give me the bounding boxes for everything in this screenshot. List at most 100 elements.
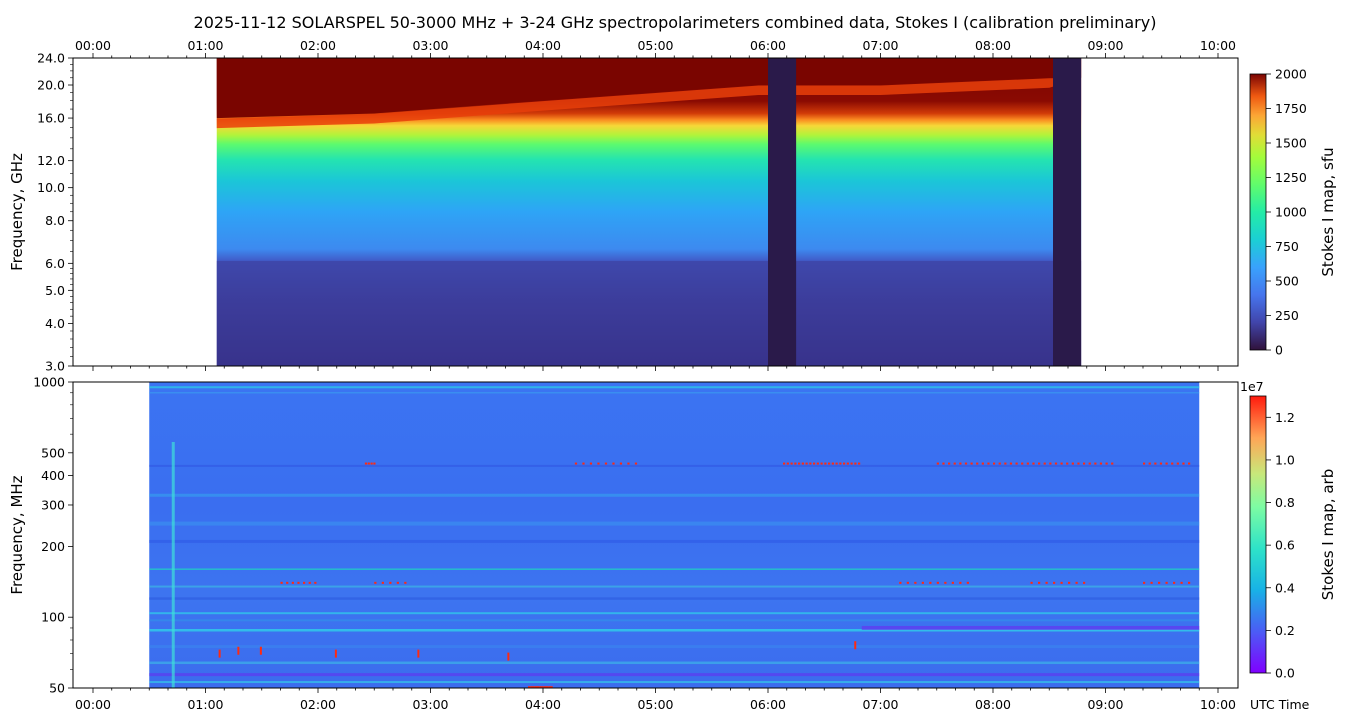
colorbar-tick-label: 250 bbox=[1275, 308, 1299, 323]
x-tick-label: 09:00 bbox=[1087, 697, 1123, 712]
rfi-dot bbox=[1053, 581, 1056, 584]
rfi-dot bbox=[550, 686, 553, 688]
top-panel: 00:00 01:00 02:00 03:00 04:00 05:00 06:00 07:00… bbox=[8, 38, 1337, 374]
rfi-dot bbox=[987, 462, 990, 465]
rfi-dot bbox=[1045, 581, 1048, 584]
bottom-band bbox=[149, 619, 1200, 622]
rfi-dot bbox=[541, 686, 544, 688]
top-x-ticks-upper: 00:00 01:00 02:00 03:00 04:00 05:00 06:00 07:00… bbox=[75, 38, 1236, 58]
rfi-dot bbox=[1075, 581, 1078, 584]
colorbar-tick-label: 0.8 bbox=[1275, 495, 1295, 510]
rfi-dot bbox=[1088, 462, 1091, 465]
rfi-dot bbox=[1060, 462, 1063, 465]
rfi-dot bbox=[314, 581, 317, 584]
x-tick-label: 03:00 bbox=[412, 697, 448, 712]
rfi-dot bbox=[1071, 462, 1074, 465]
x-tick-label: 10:00 bbox=[1200, 38, 1236, 53]
bottom-band bbox=[149, 597, 1200, 600]
rfi-dot bbox=[627, 462, 630, 465]
top-data-gap bbox=[768, 58, 797, 366]
y-tick-label: 300 bbox=[41, 497, 65, 512]
utc-time-label: UTC Time bbox=[1250, 697, 1310, 712]
y-tick-label: 12.0 bbox=[37, 153, 65, 168]
colorbar-tick-label: 1750 bbox=[1275, 101, 1307, 116]
rfi-dot bbox=[921, 581, 924, 584]
y-tick-label: 16.0 bbox=[37, 111, 65, 126]
rfi-spike bbox=[218, 649, 221, 658]
bottom-band bbox=[149, 673, 1200, 677]
bottom-spectrum-fill bbox=[149, 382, 1200, 688]
bottom-band bbox=[149, 585, 1200, 588]
rfi-dot bbox=[396, 581, 399, 584]
rfi-dot bbox=[828, 462, 831, 465]
rfi-dot bbox=[976, 462, 979, 465]
x-tick-label: 00:00 bbox=[75, 38, 111, 53]
y-tick-label: 100 bbox=[41, 610, 65, 625]
rfi-dot bbox=[370, 462, 373, 465]
rfi-dot bbox=[543, 686, 546, 688]
rfi-dot bbox=[612, 462, 615, 465]
colorbar-tick-label: 1.0 bbox=[1275, 452, 1295, 467]
rfi-dot bbox=[404, 581, 407, 584]
rfi-dot bbox=[953, 462, 956, 465]
rfi-dot bbox=[1188, 462, 1191, 465]
colorbar-gradient bbox=[1249, 395, 1267, 674]
rfi-dot bbox=[1021, 462, 1024, 465]
rfi-dot bbox=[942, 462, 945, 465]
rfi-dot bbox=[308, 581, 311, 584]
bottom-onset-column bbox=[171, 442, 175, 688]
rfi-dot bbox=[1009, 462, 1013, 465]
rfi-dot bbox=[959, 581, 962, 584]
rfi-dot bbox=[373, 462, 376, 465]
y-tick-label: 5.0 bbox=[45, 283, 65, 298]
rfi-spike bbox=[259, 646, 262, 655]
y-tick-label: 4.0 bbox=[45, 316, 65, 331]
bottom-panel: 00:00 01:00 02:00 03:00 04:00 05:00 06:00 07:00… bbox=[8, 375, 1337, 713]
rfi-dot bbox=[858, 462, 861, 465]
x-tick-label: 01:00 bbox=[187, 38, 223, 53]
rfi-dot bbox=[1165, 581, 1168, 584]
bottom-band bbox=[149, 521, 1200, 526]
colorbar-tick-label: 500 bbox=[1275, 274, 1299, 289]
rfi-dot bbox=[1154, 462, 1157, 465]
rfi-dot bbox=[936, 581, 939, 584]
colorbar-tick-label: 0.4 bbox=[1275, 580, 1295, 595]
rfi-dot bbox=[280, 581, 283, 584]
rfi-dot bbox=[1032, 462, 1035, 465]
rfi-dot bbox=[805, 462, 808, 465]
rfi-dot bbox=[936, 462, 939, 465]
bottom-band bbox=[149, 568, 1200, 570]
x-tick-label: 05:00 bbox=[637, 697, 673, 712]
rfi-dot bbox=[367, 462, 370, 465]
rfi-dot bbox=[530, 686, 533, 688]
rfi-dot bbox=[582, 462, 585, 465]
rfi-dot bbox=[532, 686, 535, 688]
rfi-spike bbox=[854, 641, 857, 650]
rfi-dot bbox=[970, 462, 973, 465]
rfi-dot bbox=[1143, 462, 1146, 465]
rfi-dot bbox=[835, 462, 838, 465]
colorbar-tick-label: 2000 bbox=[1275, 67, 1307, 82]
rfi-dot bbox=[839, 462, 842, 465]
rfi-spike bbox=[334, 649, 337, 658]
bottom-band bbox=[149, 661, 1200, 665]
x-tick-label: 09:00 bbox=[1087, 38, 1123, 53]
top-data-gap bbox=[1053, 58, 1082, 366]
rfi-dot bbox=[1171, 462, 1174, 465]
rfi-dot bbox=[1083, 581, 1086, 584]
y-tick-label: 400 bbox=[41, 468, 65, 483]
rfi-dot bbox=[854, 462, 857, 465]
colorbar-tick-label: 1250 bbox=[1275, 170, 1307, 185]
bottom-band bbox=[149, 645, 1200, 649]
rfi-dot bbox=[944, 581, 947, 584]
bottom-band bbox=[149, 464, 1200, 467]
rfi-dot bbox=[537, 686, 540, 688]
colorbar-tick-label: 750 bbox=[1275, 239, 1299, 254]
y-tick-label: 8.0 bbox=[45, 213, 65, 228]
rfi-dot bbox=[1030, 581, 1033, 584]
rfi-dot bbox=[1026, 462, 1029, 465]
x-tick-label: 00:00 bbox=[75, 697, 111, 712]
rfi-dot bbox=[951, 581, 954, 584]
bottom-band bbox=[149, 386, 1200, 389]
